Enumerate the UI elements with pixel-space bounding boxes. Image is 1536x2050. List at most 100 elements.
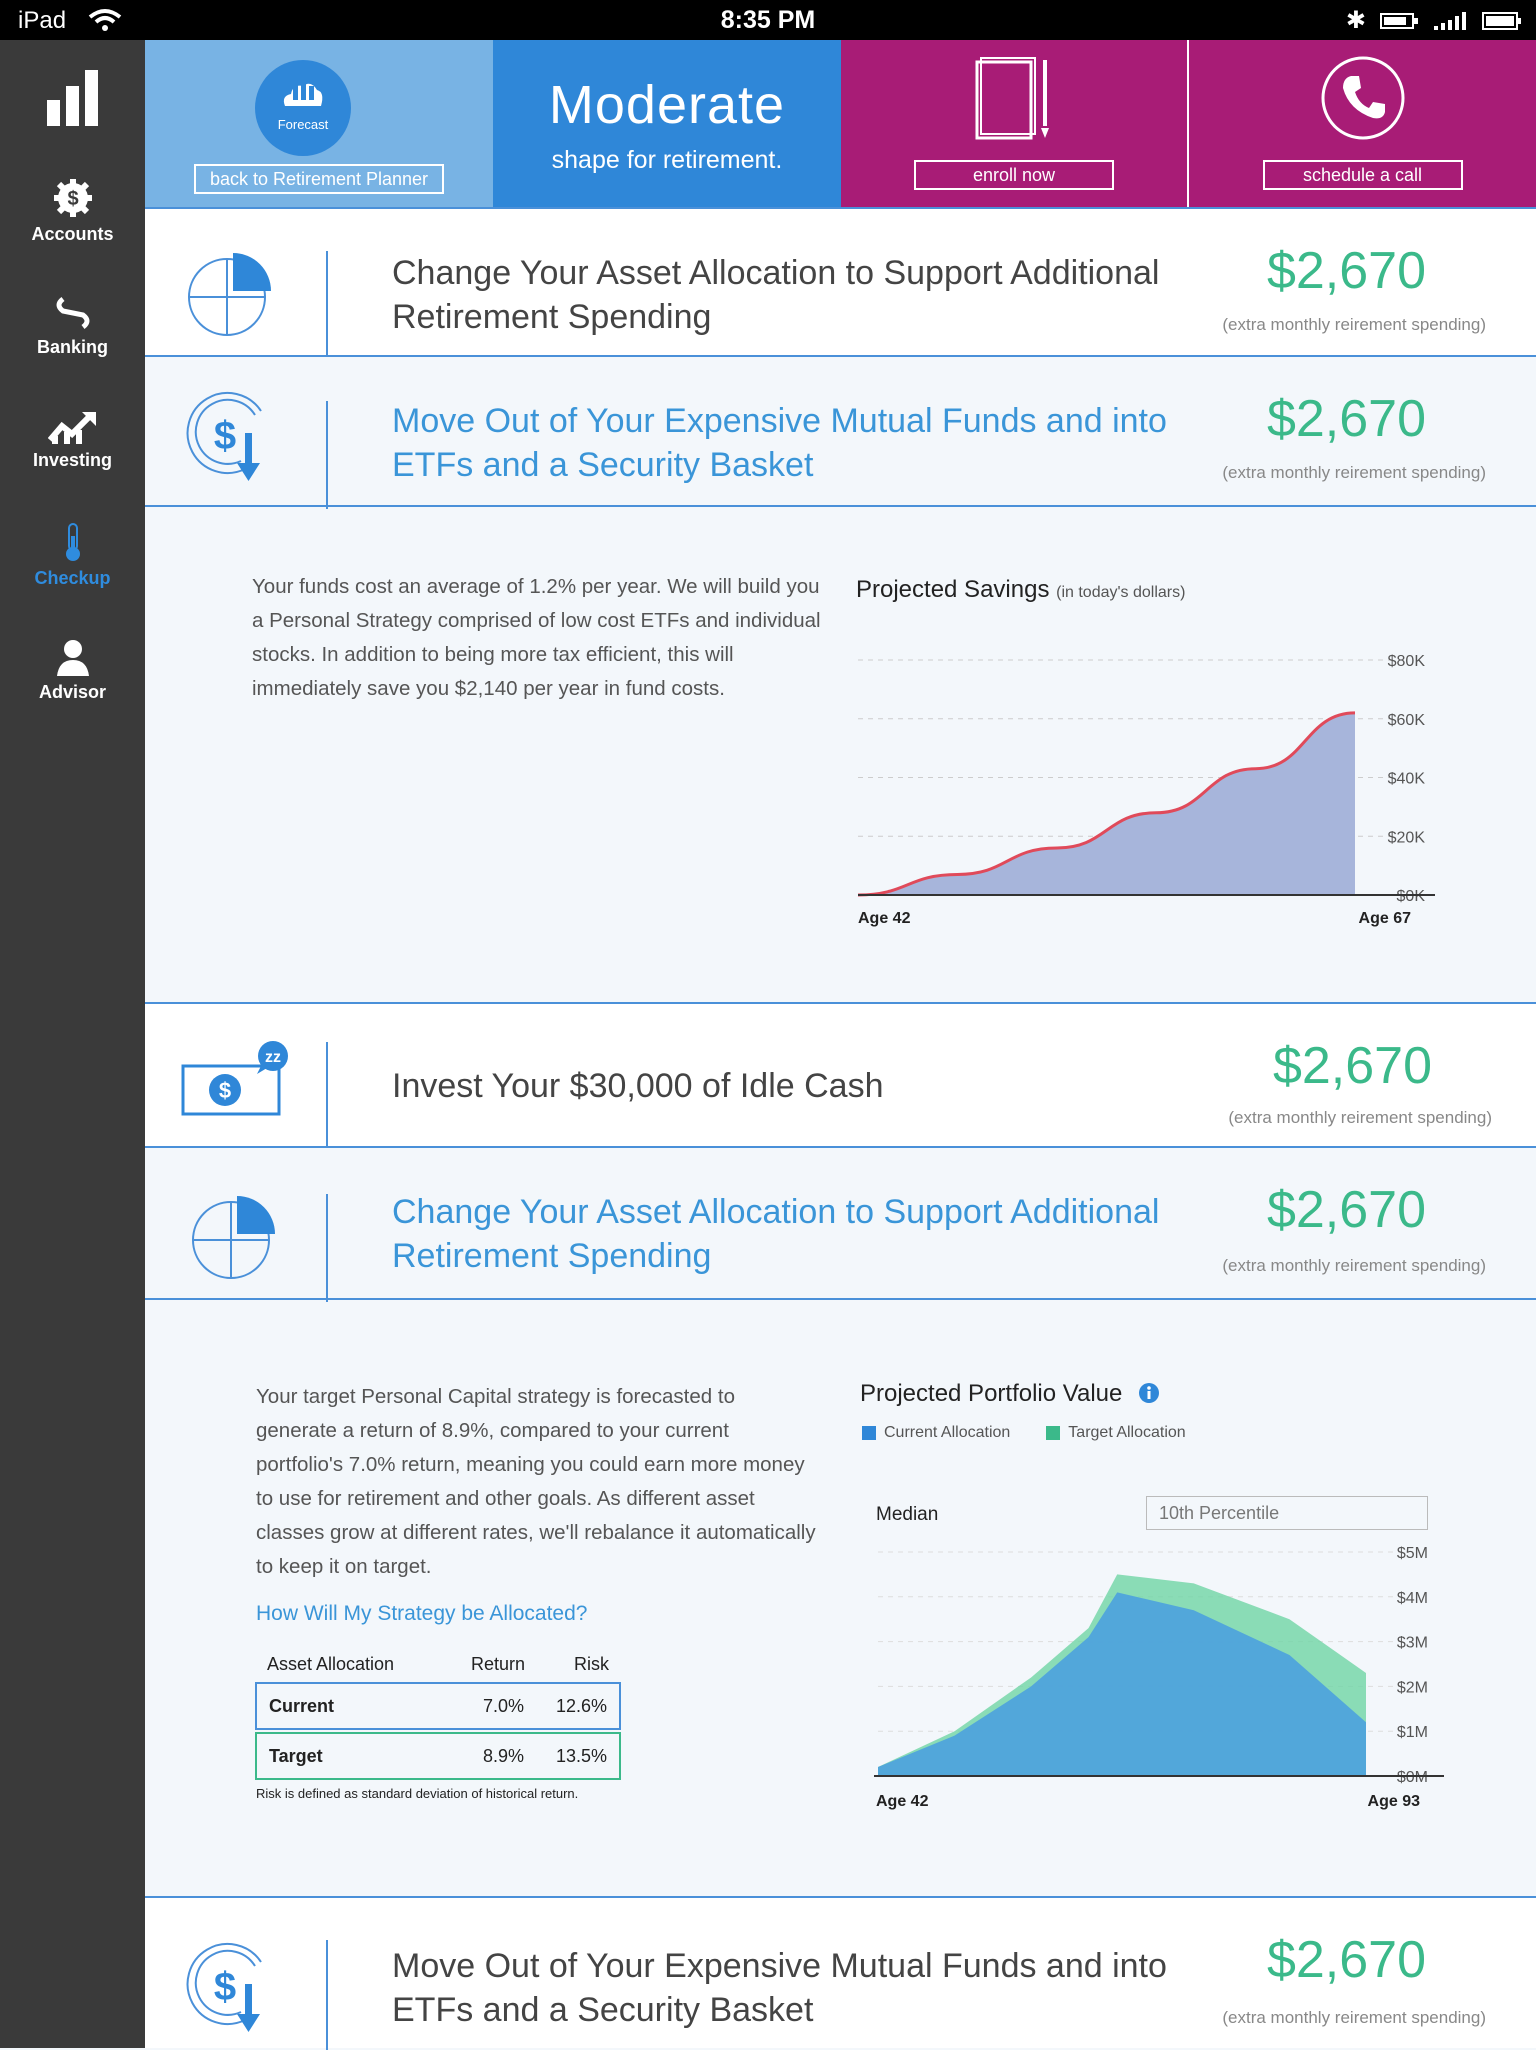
pie-chart-icon: [188, 253, 271, 336]
card-title: Change Your Asset Allocation to Support …: [392, 254, 1160, 336]
recommendation-card-allocation[interactable]: Change Your Asset Allocation to Support …: [145, 207, 1536, 359]
pie-chart-icon: [192, 1196, 275, 1279]
sidebar-item-accounts[interactable]: $ Accounts: [0, 178, 145, 245]
svg-text:$: $: [214, 1965, 236, 2009]
forecast-chart-icon: [283, 76, 323, 106]
table-cell: 7.0%: [482, 1695, 524, 1716]
sidebar-item-banking[interactable]: Banking: [0, 295, 145, 358]
sidebar-item-checkup[interactable]: Checkup: [0, 522, 145, 589]
table-cell: Current: [269, 1695, 335, 1716]
person-icon: [56, 640, 89, 676]
recommendation-card-mutual-funds[interactable]: $ Move Out of Your Expensive Mutual Fund…: [145, 355, 1536, 509]
signal-icon: [1434, 11, 1466, 30]
sidebar: $ Accounts Banking Investing Checkup Adv…: [0, 40, 145, 2048]
svg-text:$: $: [67, 188, 78, 210]
funds-description: Your funds cost an average of 1.2% per y…: [252, 575, 821, 700]
forecast-label: Forecast: [277, 117, 329, 132]
bluetooth-icon: ✱: [1345, 7, 1366, 34]
median-toggle[interactable]: Median: [876, 1504, 939, 1525]
back-to-retirement-planner-button[interactable]: back to Retirement Planner: [194, 164, 444, 194]
column-header: Asset Allocation: [267, 1653, 395, 1674]
battery-icon: [1482, 11, 1521, 30]
wifi-icon: [88, 9, 122, 31]
strategy-panel: Moderate shape for retirement.: [493, 40, 841, 207]
legend-label: Target Allocation: [1068, 1424, 1186, 1441]
card-amount: $2,670: [1266, 242, 1426, 300]
savings-chart-title: Projected Savings (in today's dollars): [856, 576, 1186, 603]
info-icon[interactable]: [1138, 1382, 1160, 1404]
clock: 8:35 PM: [720, 6, 816, 34]
card-amount: $2,670: [1266, 1181, 1426, 1239]
dollar-down-icon: $: [186, 392, 262, 481]
series-area-current: [878, 1592, 1366, 1776]
percentile-toggle[interactable]: 10th Percentile: [1146, 1496, 1428, 1530]
card-amount-note: (extra monthly reirement spending): [1222, 315, 1486, 334]
portfolio-chart-title: Projected Portfolio Value: [860, 1380, 1123, 1407]
y-tick-label: $80K: [1388, 653, 1426, 670]
card-amount: $2,670: [1266, 1931, 1426, 1989]
dollar-gear-icon: $: [53, 179, 92, 217]
sidebar-item-label: Advisor: [38, 682, 107, 702]
card-amount-note: (extra monthly reirement spending): [1222, 463, 1486, 482]
y-tick-label: $5M: [1397, 1545, 1428, 1562]
savings-area: [858, 712, 1355, 895]
thermometer-icon: [65, 523, 80, 561]
table-cell: 8.9%: [482, 1745, 524, 1766]
forecast-button[interactable]: Forecast: [255, 60, 351, 156]
y-tick-label: $20K: [1388, 829, 1426, 846]
y-tick-label: $60K: [1388, 712, 1426, 729]
sidebar-item-dashboard[interactable]: [0, 68, 145, 134]
y-tick-label: $0M: [1397, 1769, 1428, 1786]
recommendation-card-allocation-expanded[interactable]: Change Your Asset Allocation to Support …: [145, 1146, 1536, 1302]
card-title: Move Out of Your Expensive Mutual Funds …: [392, 1947, 1167, 2029]
phone-icon: [1321, 56, 1405, 140]
allocation-description: Your target Personal Capital strategy is…: [256, 1385, 816, 1578]
y-tick-label: $3M: [1397, 1635, 1428, 1652]
x-label-start: Age 42: [876, 1793, 929, 1810]
strategy-subtitle: shape for retirement.: [551, 146, 783, 174]
transfer-icon: [56, 297, 89, 329]
charging-battery-icon: [1380, 12, 1418, 29]
card-amount-note: (extra monthly reirement spending): [1222, 2008, 1486, 2027]
card-divider: [326, 1042, 328, 1150]
card-divider: [326, 1940, 328, 2050]
table-row-current: Current 7.0% 12.6%: [255, 1682, 621, 1730]
y-tick-label: $1M: [1397, 1724, 1428, 1741]
enroll-panel: enroll now: [841, 40, 1189, 207]
sidebar-item-label: Banking: [36, 337, 108, 357]
schedule-panel: schedule a call: [1189, 40, 1536, 207]
how-allocated-link[interactable]: How Will My Strategy be Allocated?: [256, 1602, 588, 1625]
header-bar: Forecast back to Retirement Planner Mode…: [145, 40, 1536, 207]
card-amount: $2,670: [1266, 390, 1426, 448]
allocation-table: Asset Allocation Return Risk Current 7.0…: [255, 1646, 621, 1782]
x-label-end: Age 67: [1359, 910, 1412, 927]
x-label-start: Age 42: [858, 910, 911, 927]
sidebar-item-label: Checkup: [34, 568, 111, 588]
forecast-panel: Forecast back to Retirement Planner: [145, 40, 493, 207]
card-title: Invest Your $30,000 of Idle Cash: [392, 1067, 884, 1105]
x-label-end: Age 93: [1368, 1793, 1421, 1810]
sidebar-item-advisor[interactable]: Advisor: [0, 638, 145, 703]
legend-swatch-current: [862, 1426, 876, 1440]
column-header: Risk: [574, 1653, 609, 1674]
chart-legend: Current Allocation Target Allocation: [862, 1424, 1186, 1442]
savings-line: [857, 711, 1356, 897]
recommendation-card-mutual-funds-2[interactable]: $ Move Out of Your Expensive Mutual Fund…: [145, 1896, 1536, 2050]
svg-text:$: $: [214, 414, 236, 458]
idle-cash-icon: $ zz: [181, 1041, 288, 1116]
card-divider: [326, 1194, 328, 1302]
sidebar-item-investing[interactable]: Investing: [0, 410, 145, 471]
y-tick-label: $40K: [1388, 771, 1426, 788]
card-divider: [326, 251, 328, 359]
carrier-label: iPad: [18, 7, 67, 34]
card-amount-note: (extra monthly reirement spending): [1228, 1108, 1492, 1127]
projected-portfolio-chart: $0M $1M $2M $3M $4M $5M Age 42 Age 93: [874, 1545, 1444, 1810]
sidebar-item-label: Accounts: [31, 224, 114, 244]
svg-text:$: $: [219, 1078, 231, 1103]
schedule-a-call-button[interactable]: schedule a call: [1262, 160, 1463, 190]
enroll-now-button[interactable]: enroll now: [914, 160, 1114, 190]
risk-footnote: Risk is defined as standard deviation of…: [256, 1786, 579, 1801]
table-row-target: Target 8.9% 13.5%: [255, 1732, 621, 1780]
card-title: Move Out of Your Expensive Mutual Funds …: [392, 402, 1167, 484]
recommendation-card-idle-cash[interactable]: $ zz Invest Your $30,000 of Idle Cash $2,…: [145, 1002, 1536, 1150]
